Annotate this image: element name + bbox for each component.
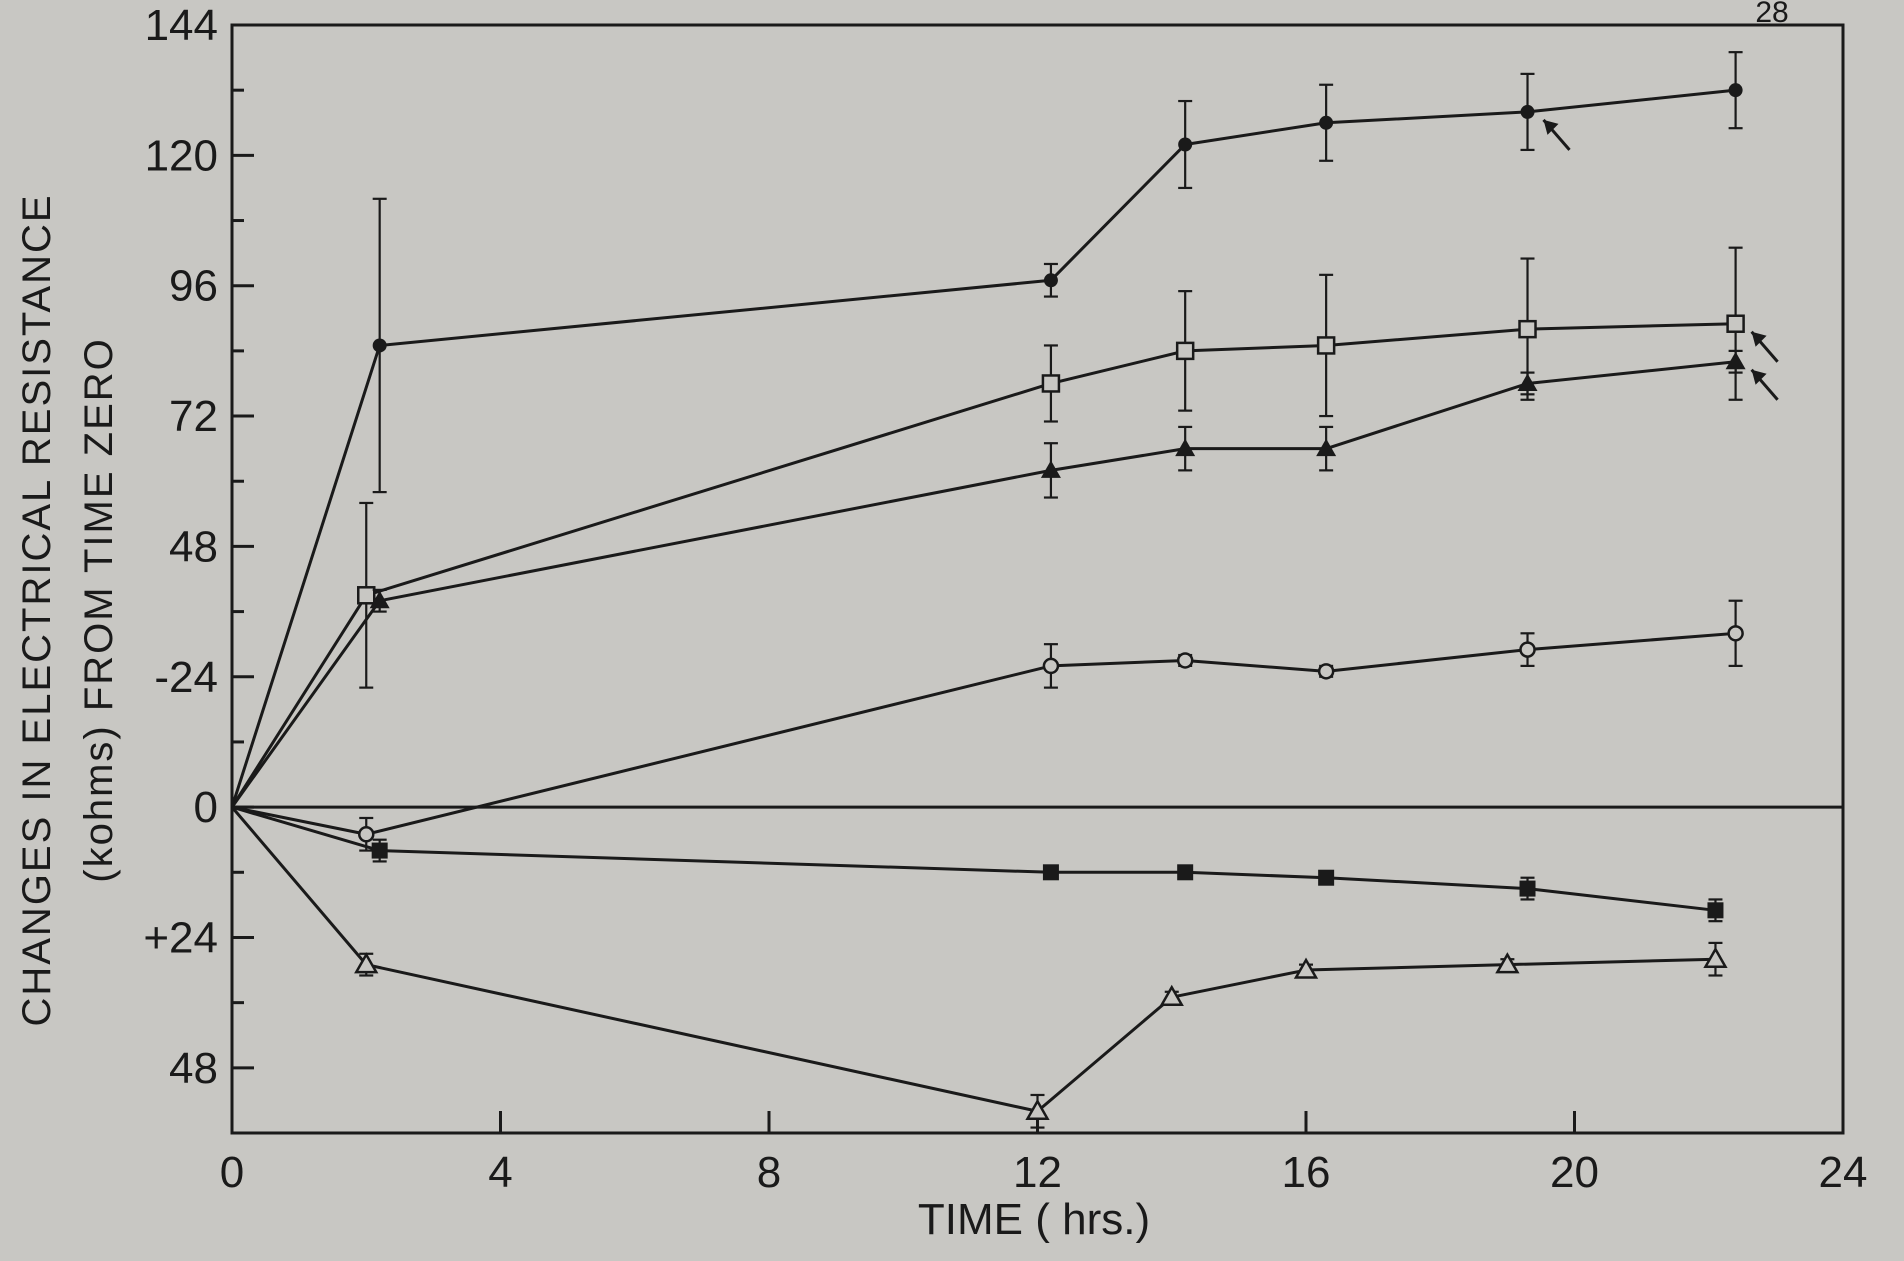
open-circle-point bbox=[1042, 657, 1060, 675]
open-triangle-point bbox=[1293, 957, 1319, 979]
y-tick-label: 120 bbox=[145, 131, 218, 180]
filled-triangle-point bbox=[1725, 351, 1746, 370]
open-circle-point bbox=[1317, 663, 1335, 680]
annotation-arrowhead bbox=[1751, 369, 1767, 385]
plot-frame bbox=[230, 23, 1845, 1135]
open-triangle-point bbox=[354, 952, 379, 974]
open-square-series-line bbox=[230, 322, 1736, 808]
open-circle-point bbox=[1176, 652, 1194, 669]
open-circle-series-line bbox=[231, 631, 1736, 836]
open-triangle-point bbox=[1495, 952, 1520, 974]
filled-triangle-series-line bbox=[230, 360, 1736, 808]
filled-square-point bbox=[1177, 864, 1194, 881]
filled-square-point bbox=[371, 842, 388, 859]
annotation-arrowhead bbox=[1751, 331, 1767, 347]
filled-circle-point bbox=[1728, 83, 1743, 98]
filled-circle-point bbox=[1043, 273, 1058, 288]
filled-square-point bbox=[1042, 864, 1059, 881]
filled-circle-point bbox=[1520, 104, 1535, 119]
x-tick-label: 8 bbox=[757, 1148, 781, 1197]
y-tick-label: 0 bbox=[194, 783, 218, 832]
y-axis-label-line1: CHANGES IN ELECTRICAL RESISTANCE bbox=[15, 193, 59, 1026]
filled-triangle-point bbox=[1316, 438, 1337, 457]
open-triangle-point bbox=[1703, 946, 1728, 968]
open-square-point bbox=[1041, 374, 1061, 393]
filled-circle-point bbox=[372, 338, 387, 353]
filled-circle-series-line bbox=[230, 88, 1736, 808]
filled-triangle-point bbox=[1040, 460, 1061, 478]
filled-triangle-point bbox=[1175, 438, 1196, 457]
x-axis-label: TIME ( hrs.) bbox=[918, 1195, 1150, 1244]
y-tick-label: 48 bbox=[169, 1044, 218, 1093]
x-tick-label: 20 bbox=[1550, 1148, 1599, 1197]
y-tick-label: +24 bbox=[143, 913, 218, 962]
open-circle-point bbox=[1519, 641, 1536, 658]
x-tick-label: 0 bbox=[220, 1148, 244, 1197]
filled-circle-point bbox=[1319, 115, 1334, 130]
filled-square-point bbox=[1318, 869, 1335, 886]
open-square-point bbox=[357, 586, 376, 605]
x-tick-label: 12 bbox=[1013, 1148, 1062, 1197]
x-tick-label: 24 bbox=[1819, 1148, 1868, 1197]
filled-square-series-line bbox=[231, 805, 1716, 912]
open-triangle-point bbox=[1025, 1098, 1050, 1121]
y-tick-label: 96 bbox=[169, 262, 218, 311]
open-square-point bbox=[1175, 341, 1195, 361]
y-tick-label: 72 bbox=[169, 392, 218, 441]
filled-circle-point bbox=[1178, 137, 1193, 152]
open-circle-point bbox=[358, 826, 375, 843]
annotation-arrowhead bbox=[1543, 119, 1559, 135]
open-square-point bbox=[1518, 319, 1537, 339]
filled-square-point bbox=[1519, 880, 1536, 897]
x-tick-label: 16 bbox=[1282, 1148, 1331, 1197]
open-square-point bbox=[1726, 314, 1745, 333]
open-circle-point bbox=[1727, 625, 1744, 642]
y-tick-label: -24 bbox=[154, 653, 218, 702]
y-axis-label-line2: (kohms) FROM TIME ZERO bbox=[77, 337, 121, 882]
open-triangle-point bbox=[1159, 984, 1184, 1006]
filled-triangle-point bbox=[1517, 373, 1538, 391]
open-square-point bbox=[1316, 336, 1336, 355]
y-tick-label: 48 bbox=[169, 522, 218, 571]
x-tick-label: 4 bbox=[488, 1148, 512, 1197]
filled-triangle-point bbox=[369, 590, 390, 609]
filled-square-point bbox=[1707, 902, 1724, 919]
y-tick-label: 144 bbox=[145, 1, 218, 50]
